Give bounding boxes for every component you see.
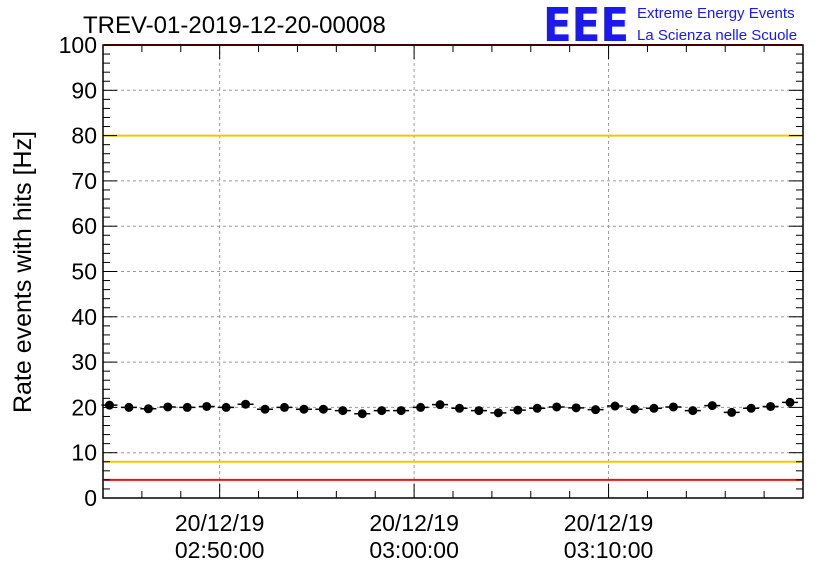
y-tick-label: 80 bbox=[71, 123, 97, 149]
data-point bbox=[396, 406, 406, 416]
y-tick-label: 30 bbox=[71, 349, 97, 375]
data-point bbox=[318, 404, 328, 414]
data-series bbox=[101, 397, 799, 419]
data-point bbox=[338, 406, 348, 416]
data-point bbox=[785, 397, 795, 407]
y-tick-label: 40 bbox=[71, 304, 97, 330]
y-tick-label: 90 bbox=[71, 77, 97, 103]
data-point bbox=[416, 402, 426, 412]
data-point bbox=[532, 403, 542, 413]
x-tick-label-date: 20/12/19 bbox=[369, 510, 459, 536]
data-point bbox=[552, 402, 562, 412]
plot-area: 010203040506070809010020/12/1902:50:0020… bbox=[59, 32, 804, 563]
y-tick-label: 10 bbox=[71, 440, 97, 466]
data-point bbox=[629, 404, 639, 414]
y-tick-label: 20 bbox=[71, 394, 97, 420]
data-point bbox=[707, 401, 717, 411]
chart-title: TREV-01-2019-12-20-00008 bbox=[83, 12, 386, 39]
data-point bbox=[104, 400, 114, 410]
y-tick-label: 0 bbox=[84, 485, 97, 511]
data-point bbox=[143, 404, 153, 414]
data-point bbox=[377, 406, 387, 416]
y-tick-label: 60 bbox=[71, 213, 97, 239]
eee-logo: EEE Extreme Energy Events La Scienza nel… bbox=[543, 0, 797, 52]
data-point bbox=[299, 404, 309, 414]
data-point bbox=[435, 400, 445, 410]
x-tick-label-date: 20/12/19 bbox=[564, 510, 654, 536]
x-tick-label-time: 02:50:00 bbox=[175, 537, 265, 563]
data-point bbox=[746, 403, 756, 413]
data-point bbox=[202, 401, 212, 411]
data-point bbox=[124, 402, 134, 412]
y-tick-label: 70 bbox=[71, 168, 97, 194]
y-tick-label: 50 bbox=[71, 259, 97, 285]
data-point bbox=[610, 401, 620, 411]
data-point bbox=[493, 408, 503, 418]
data-point bbox=[766, 401, 776, 411]
eee-logo-mark: EEE bbox=[543, 0, 629, 52]
data-point bbox=[260, 404, 270, 414]
data-point bbox=[163, 402, 173, 412]
x-tick-label-date: 20/12/19 bbox=[175, 510, 265, 536]
y-tick-label: 100 bbox=[59, 32, 97, 58]
x-tick-label-time: 03:00:00 bbox=[369, 537, 459, 563]
data-point bbox=[474, 406, 484, 416]
data-point bbox=[182, 402, 192, 412]
data-point bbox=[221, 402, 231, 412]
data-point bbox=[454, 403, 464, 413]
data-point bbox=[688, 406, 698, 416]
data-point bbox=[241, 399, 251, 409]
data-point bbox=[279, 402, 289, 412]
logo-line-1: Extreme Energy Events bbox=[637, 5, 795, 22]
data-point bbox=[727, 407, 737, 417]
data-point bbox=[668, 402, 678, 412]
data-point bbox=[571, 403, 581, 413]
x-tick-label-time: 03:10:00 bbox=[564, 537, 654, 563]
data-point bbox=[357, 409, 367, 419]
data-point bbox=[513, 405, 523, 415]
y-axis-label: Rate events with hits [Hz] bbox=[9, 131, 37, 413]
data-point bbox=[591, 405, 601, 415]
logo-line-2: La Scienza nelle Scuole bbox=[637, 27, 797, 44]
data-point bbox=[649, 403, 659, 413]
